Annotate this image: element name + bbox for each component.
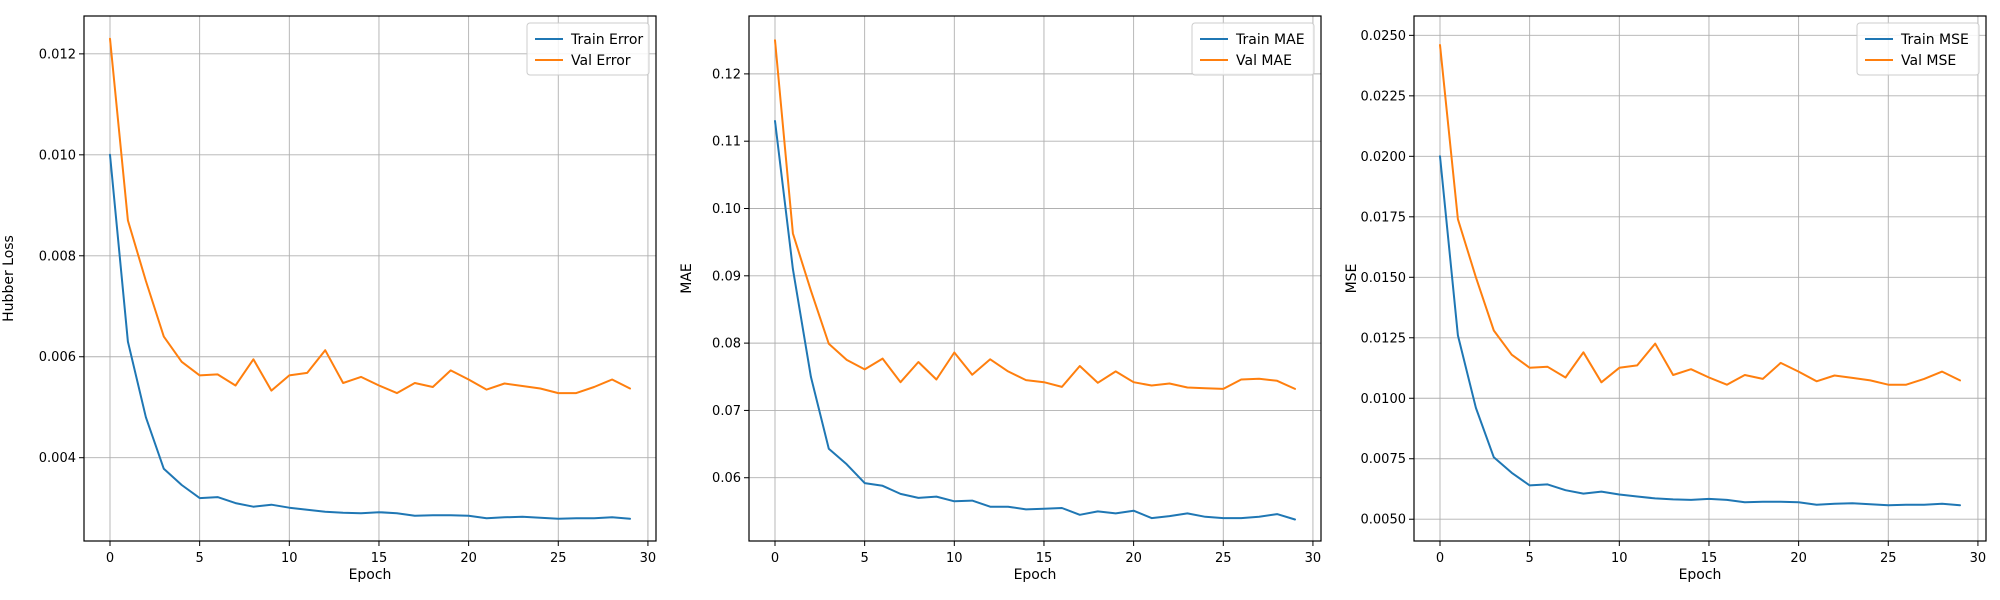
chart-3-y-axis-label: MSE bbox=[1344, 264, 1360, 294]
chart-3-legend-label-2: Val MSE bbox=[1901, 53, 1956, 69]
chart-3-legend: Train MSE Val MSE bbox=[1856, 22, 1980, 76]
chart-2-legend-label-2: Val MAE bbox=[1236, 53, 1292, 69]
chart-1-xtick-label-6: 30 bbox=[640, 551, 657, 566]
chart-1-ytick-label-2: 0.008 bbox=[39, 249, 76, 264]
chart-1-ytick-label-0: 0.004 bbox=[39, 451, 76, 466]
chart-2-panel: 0 5 10 15 20 25 30 0.06 0.07 0.08 0.09 0.10 0.11 0.12… bbox=[679, 15, 1322, 583]
chart-3-panel: 0 5 10 15 20 25 30 0.0050 0.0075 0.0100 0.0125 0.01… bbox=[1344, 15, 1987, 583]
chart-1-legend: Train Error Val Error bbox=[526, 22, 650, 76]
chart-3-ytick-label-8: 0.0250 bbox=[1361, 29, 1407, 44]
chart-3-series-2-line bbox=[1439, 44, 1961, 386]
chart-1-series-1 bbox=[109, 153, 631, 520]
chart-2-xtick-label-4: 20 bbox=[1125, 551, 1142, 566]
chart-3-series-1 bbox=[1439, 155, 1961, 507]
chart-3-plot-area bbox=[1414, 16, 1986, 541]
chart-1-ytick-label-3: 0.010 bbox=[39, 148, 76, 163]
chart-3-ytick-label-1: 0.0075 bbox=[1361, 452, 1407, 467]
chart-1-y-axis-label: Hubber Loss bbox=[1, 235, 17, 322]
chart-3-xtick-label-6: 30 bbox=[1970, 551, 1987, 566]
chart-3-xtick-label-2: 10 bbox=[1611, 551, 1628, 566]
chart-3-ytick-label-5: 0.0175 bbox=[1361, 210, 1407, 225]
chart-1-xtick-label-2: 10 bbox=[281, 551, 298, 566]
chart-2-legend-label-1: Train MAE bbox=[1235, 32, 1305, 48]
chart-1-legend-label-1: Train Error bbox=[570, 32, 643, 48]
chart-2-xtick-label-3: 15 bbox=[1036, 551, 1053, 566]
chart-1-xtick-label-3: 15 bbox=[371, 551, 388, 566]
chart-1-legend-label-2: Val Error bbox=[571, 53, 631, 69]
chart-3-xtick-label-4: 20 bbox=[1790, 551, 1807, 566]
chart-3-xtick-label-5: 25 bbox=[1880, 551, 1897, 566]
chart-3-ytick-label-7: 0.0225 bbox=[1361, 89, 1407, 104]
chart-1-series-1-line bbox=[109, 153, 631, 520]
chart-2-ytick-label-2: 0.08 bbox=[712, 337, 741, 352]
chart-1-xtick-label-1: 5 bbox=[196, 551, 204, 566]
chart-2-ytick-label-5: 0.11 bbox=[712, 135, 741, 150]
chart-3-xtick-label-3: 15 bbox=[1701, 551, 1718, 566]
chart-2-y-axis-label: MAE bbox=[679, 263, 695, 294]
chart-3-ytick-label-4: 0.0150 bbox=[1361, 271, 1407, 286]
chart-1-plot-area bbox=[84, 16, 656, 541]
chart-2-xtick-label-0: 0 bbox=[771, 551, 779, 566]
chart-2-ytick-label-6: 0.12 bbox=[712, 67, 741, 82]
chart-1-xtick-label-4: 20 bbox=[460, 551, 477, 566]
chart-2-axes-frame bbox=[748, 15, 1322, 542]
chart-1-xtick-label-0: 0 bbox=[106, 551, 114, 566]
chart-2-x-axis-label: Epoch bbox=[1014, 567, 1057, 583]
chart-3-series-2 bbox=[1439, 44, 1961, 386]
chart-2-ytick-label-4: 0.10 bbox=[712, 202, 741, 217]
chart-2-ytick-label-0: 0.06 bbox=[712, 471, 741, 486]
chart-3-legend-label-1: Train MSE bbox=[1900, 32, 1969, 48]
chart-1-axes-frame bbox=[83, 15, 657, 542]
chart-1-xtick-label-5: 25 bbox=[550, 551, 567, 566]
chart-2-xtick-label-1: 5 bbox=[861, 551, 869, 566]
chart-3-legend-box bbox=[1856, 22, 1980, 76]
chart-2-xtick-label-2: 10 bbox=[946, 551, 963, 566]
chart-2-xtick-label-5: 25 bbox=[1215, 551, 1232, 566]
chart-1-x-axis-label: Epoch bbox=[349, 567, 392, 583]
chart-2-plot-area bbox=[749, 16, 1321, 541]
chart-3-ytick-label-3: 0.0125 bbox=[1361, 331, 1407, 346]
chart-2-ytick-label-1: 0.07 bbox=[712, 404, 741, 419]
chart-3-ytick-label-2: 0.0100 bbox=[1361, 392, 1407, 407]
chart-1-panel: 0 5 10 15 20 25 30 0.004 0.006 0.008 0.010 0.012 Epo… bbox=[1, 15, 657, 583]
chart-3-series-1-line bbox=[1439, 155, 1961, 507]
chart-2-legend-box bbox=[1191, 22, 1315, 76]
chart-1-legend-box bbox=[526, 22, 650, 76]
chart-3-x-axis-label: Epoch bbox=[1679, 567, 1722, 583]
chart-3-axes-frame bbox=[1413, 15, 1987, 542]
chart-3-xtick-label-0: 0 bbox=[1436, 551, 1444, 566]
chart-2-series-1 bbox=[774, 120, 1296, 521]
chart-2-legend: Train MAE Val MAE bbox=[1191, 22, 1315, 76]
chart-1-ytick-label-1: 0.006 bbox=[39, 350, 76, 365]
chart-2-series-2 bbox=[774, 39, 1296, 390]
chart-3-ytick-label-6: 0.0200 bbox=[1361, 150, 1407, 165]
chart-2-xtick-label-6: 30 bbox=[1305, 551, 1322, 566]
chart-1-series-2-line bbox=[109, 37, 631, 395]
chart-3-ytick-label-0: 0.0050 bbox=[1361, 513, 1407, 528]
chart-2-series-2-line bbox=[774, 39, 1296, 390]
chart-3-xtick-label-1: 5 bbox=[1526, 551, 1534, 566]
chart-2-series-1-line bbox=[774, 120, 1296, 521]
chart-2-ytick-label-3: 0.09 bbox=[712, 269, 741, 284]
chart-1-ytick-label-4: 0.012 bbox=[39, 47, 76, 62]
chart-1-series-2 bbox=[109, 37, 631, 395]
